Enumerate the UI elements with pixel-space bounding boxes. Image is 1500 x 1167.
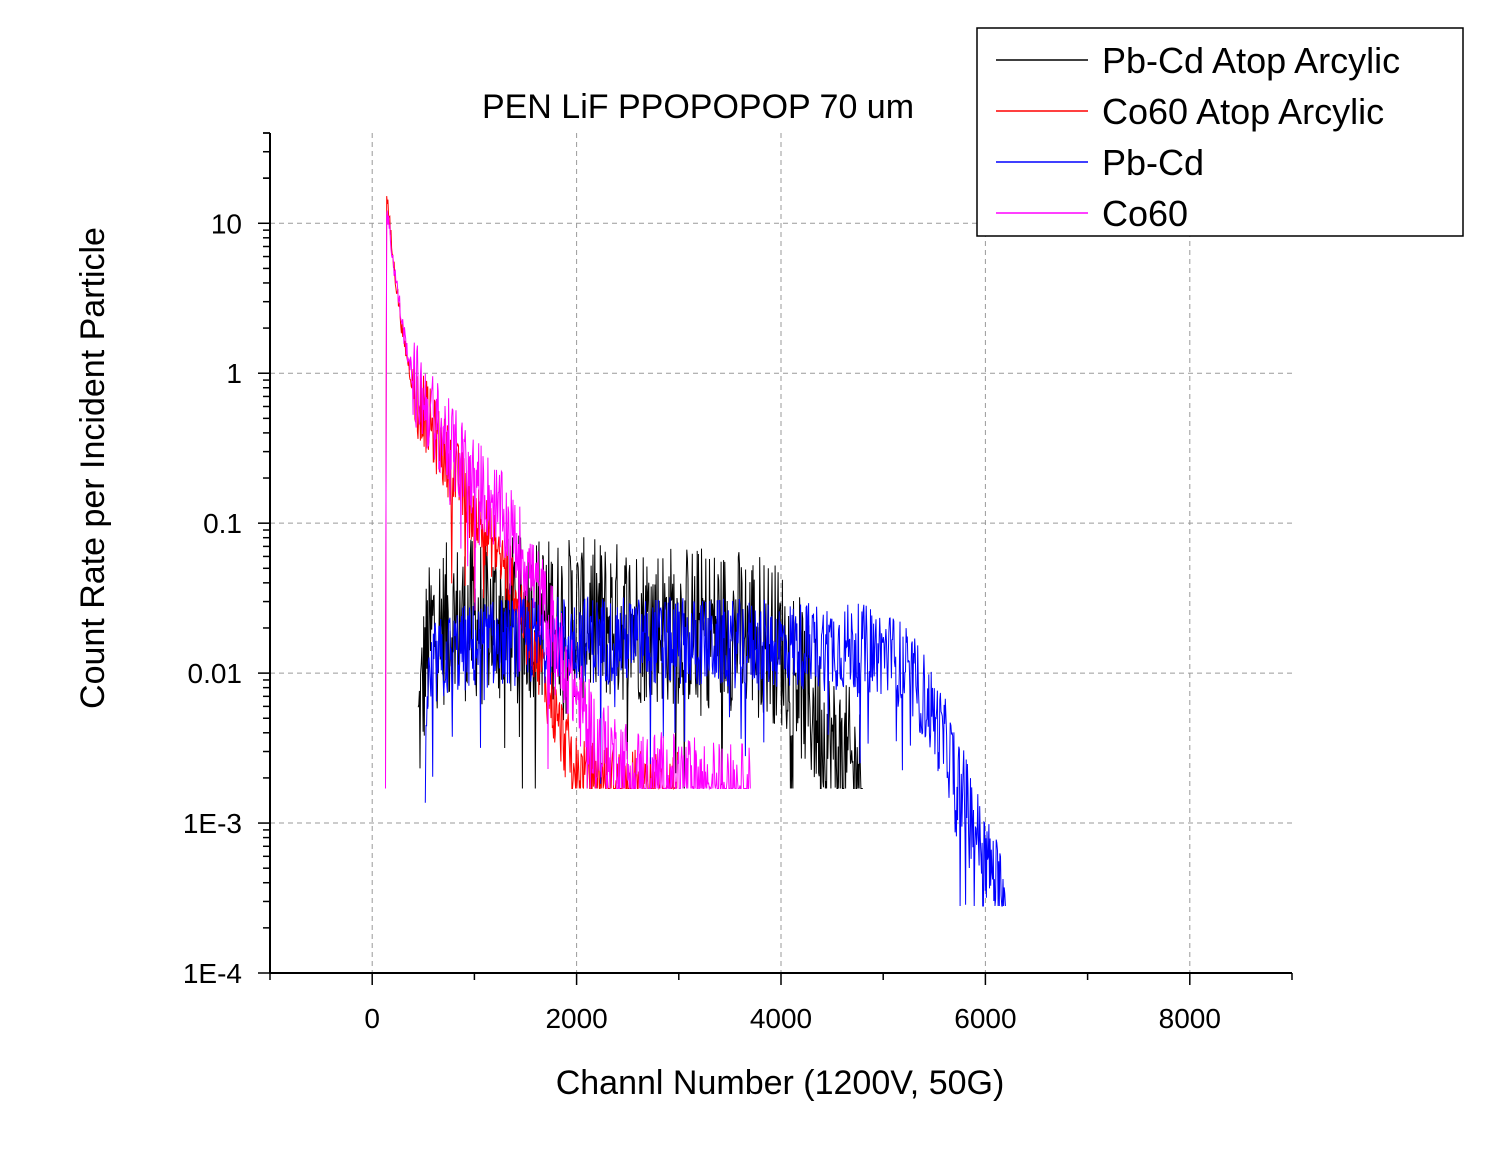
series-line-0 [417, 535, 863, 789]
legend-box [976, 27, 1464, 237]
series-line-1 [385, 196, 680, 790]
x-axis-title: Channl Number (1200V, 50G) [556, 1064, 1005, 1102]
x-tick-label: 4000 [750, 1003, 812, 1034]
x-tick-label: 2000 [545, 1003, 607, 1034]
x-tick-label: 8000 [1159, 1003, 1221, 1034]
y-axis-title: Count Rate per Incident Particle [74, 227, 112, 709]
y-tick-label: 10 [211, 208, 242, 239]
legend-label: Co60 [1102, 193, 1188, 234]
x-tick-label: 6000 [954, 1003, 1016, 1034]
series-line-3 [385, 210, 751, 791]
grid-lines [270, 133, 1292, 973]
legend: Pb-Cd Atop Arcylic Co60 Atop Arcylic Pb-Cd… [976, 27, 1464, 237]
series-line-2 [424, 596, 1006, 907]
y-tick-label: 1E-3 [183, 808, 242, 839]
y-tick-label: 0.1 [203, 508, 242, 539]
legend-label: Pb-Cd [1102, 142, 1204, 183]
series-layer [385, 196, 1006, 907]
x-tick-label: 0 [364, 1003, 380, 1034]
legend-label: Co60 Atop Arcylic [1102, 91, 1384, 132]
legend-label: Pb-Cd Atop Arcylic [1102, 40, 1400, 81]
chart-title: PEN LiF PPOPOPOP 70 um [482, 88, 914, 126]
axes: 0 2000 4000 6000 8000 1E-4 1E-3 0.01 0.1 1 10 [183, 132, 1293, 1034]
y-tick-label: 1E-4 [183, 958, 242, 989]
y-tick-label: 1 [226, 358, 242, 389]
y-tick-label: 0.01 [188, 658, 243, 689]
